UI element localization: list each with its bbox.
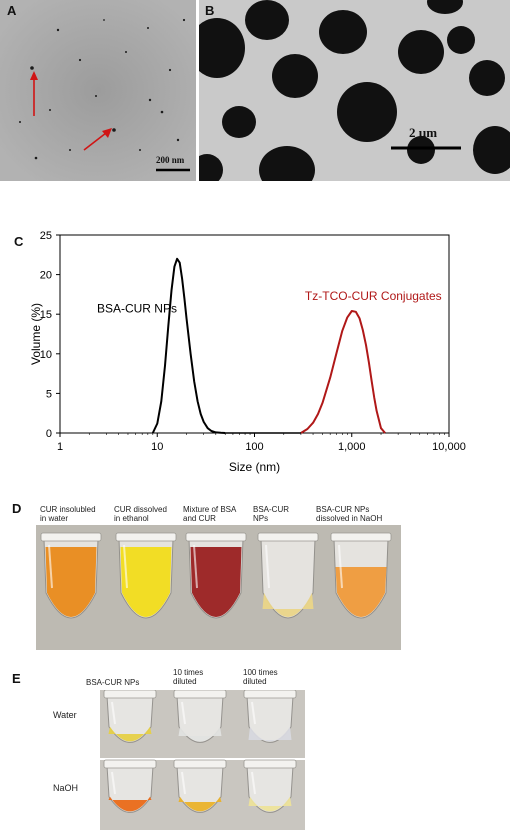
tube-d-caption-3: Mixture of BSA and CUR [183, 505, 237, 523]
row-label-naoh: NaOH [53, 783, 79, 793]
panel-d-label: D [12, 501, 22, 516]
panel-b-label: B [205, 3, 215, 18]
plot-frame [59, 234, 450, 434]
panel-d-tubes [40, 532, 392, 619]
panel-c-label: C [14, 234, 24, 249]
tube-d-4 [257, 532, 319, 619]
y-tick-label: 20 [40, 270, 52, 282]
series-label-nps: BSA-CUR NPs [97, 302, 177, 316]
series-label-conjugates: Tz-TCO-CUR Conjugates [305, 289, 442, 303]
tube-e-water-1 [103, 690, 157, 743]
x-tick-label: 10 [151, 441, 163, 453]
panel-a-scale-label: 200 nm [156, 155, 185, 165]
panel-a-micrograph [0, 0, 196, 181]
x-tick-label: 1,000 [338, 441, 366, 453]
red-arrows [30, 71, 112, 151]
y-axis-title: Volume (%) [29, 303, 43, 365]
tube-d-2 [115, 532, 177, 619]
tube-e-naoh-1 [103, 759, 157, 813]
y-tick-label: 25 [40, 230, 52, 242]
tube-e-naoh-2 [173, 759, 227, 813]
y-tick-label: 10 [40, 349, 52, 361]
series-line-nps [151, 257, 226, 434]
column-header-2: 10 times diluted [173, 668, 204, 686]
y-tick-label: 15 [40, 309, 52, 321]
panel-b-sem-image: 2 µm B [199, 0, 510, 181]
panel-e-label: E [12, 671, 21, 686]
tube-d-1 [40, 532, 102, 619]
panel-a-tem-image: 200 nm A [0, 0, 196, 181]
row-label-water: Water [53, 710, 77, 720]
tube-e-water-3 [243, 690, 297, 743]
tube-d-caption-1: CUR insolubled in water [40, 505, 96, 523]
series-line-conjugates [300, 310, 386, 434]
panel-d-photo [36, 525, 401, 650]
y-tick-label: 0 [46, 428, 52, 440]
y-tick-label: 5 [46, 388, 52, 400]
tube-e-naoh-3 [243, 759, 297, 813]
particle-blobs [199, 0, 510, 181]
tube-d-caption-5: BSA-CUR NPs dissolved in NaOH [316, 505, 383, 523]
tube-d-caption-2: CUR dissolved in ethanol [114, 505, 167, 523]
x-tick-label: 10,000 [432, 441, 466, 453]
x-axis-title: Size (nm) [229, 460, 280, 474]
panel-b-micrograph [199, 0, 510, 181]
size-distribution-chart: 0 5 10 15 20 25 1 10 100 1,000 10,000 Size (nm) Volu… [29, 230, 466, 474]
x-tick-label: 100 [245, 441, 263, 453]
panel-a-label: A [7, 3, 17, 18]
panel-b-scale-label: 2 µm [409, 125, 438, 140]
panel-e-photo [100, 690, 305, 830]
tube-e-water-2 [173, 690, 227, 743]
column-header-1: BSA-CUR NPs [86, 678, 140, 687]
column-header-3: 100 times diluted [243, 668, 278, 686]
panel-e-tubes [100, 690, 305, 813]
nanoparticle-dots [19, 18, 186, 160]
tube-d-5 [330, 532, 392, 619]
tube-d-3 [185, 532, 247, 619]
x-tick-label: 1 [57, 441, 63, 453]
tube-d-caption-4: BSA-CUR NPs [253, 505, 290, 523]
